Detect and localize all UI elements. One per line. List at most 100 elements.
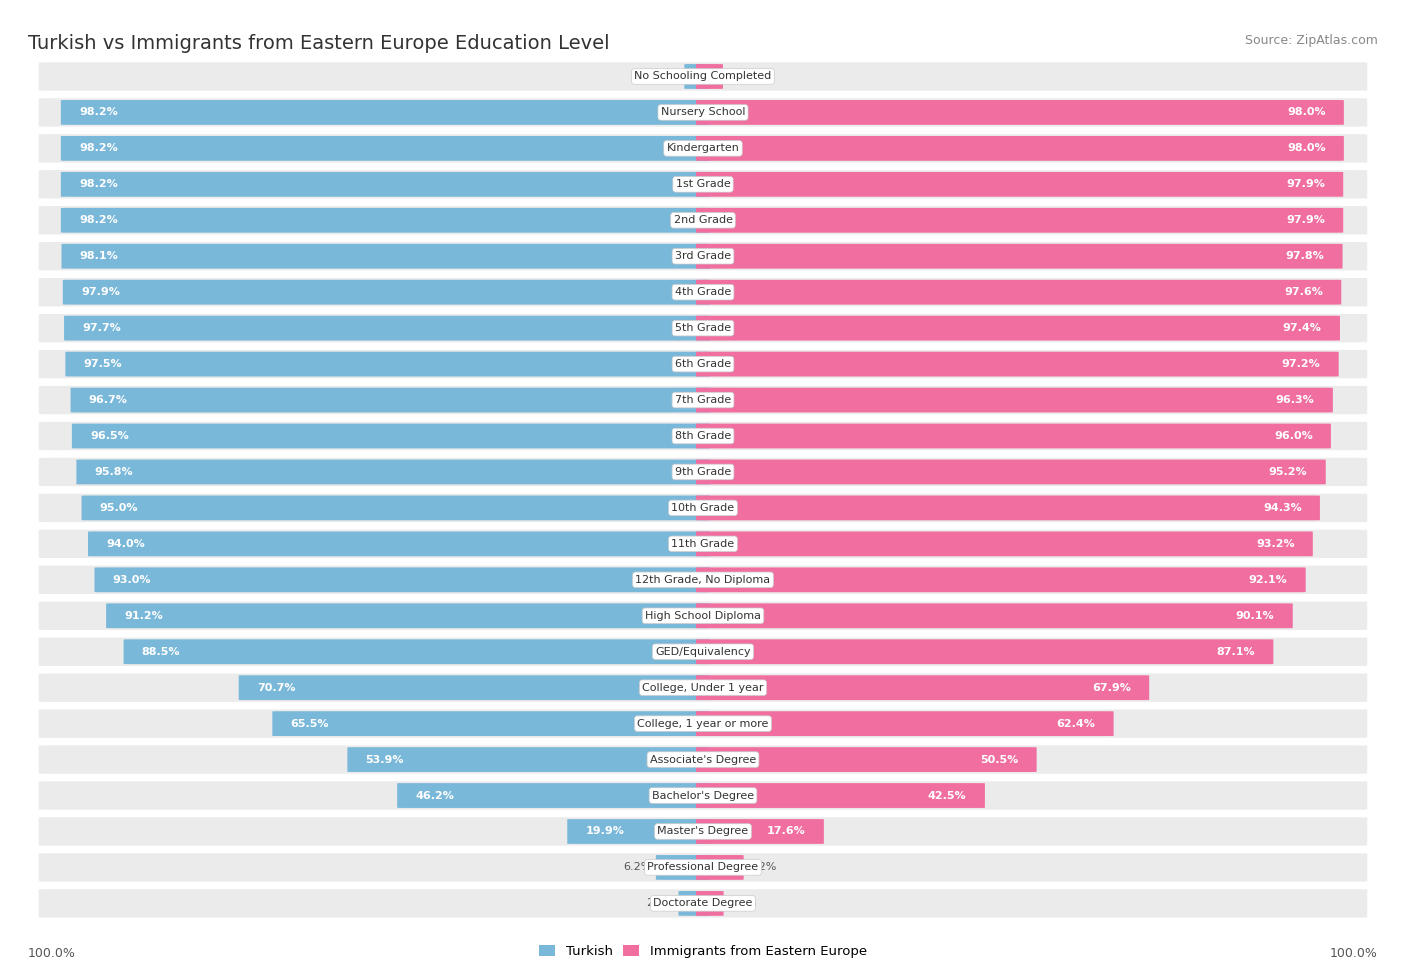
Text: GED/Equivalency: GED/Equivalency	[655, 646, 751, 657]
Text: 97.9%: 97.9%	[1286, 215, 1324, 225]
Text: 97.6%: 97.6%	[1284, 288, 1323, 297]
Text: 88.5%: 88.5%	[142, 646, 180, 657]
Text: 2nd Grade: 2nd Grade	[673, 215, 733, 225]
FancyBboxPatch shape	[696, 388, 1333, 412]
FancyBboxPatch shape	[38, 241, 1368, 271]
Text: 95.2%: 95.2%	[1268, 467, 1308, 477]
FancyBboxPatch shape	[124, 640, 710, 664]
FancyBboxPatch shape	[38, 349, 1368, 379]
Text: 4th Grade: 4th Grade	[675, 288, 731, 297]
FancyBboxPatch shape	[696, 819, 824, 844]
Text: 70.7%: 70.7%	[257, 682, 295, 692]
Text: 96.7%: 96.7%	[89, 395, 128, 405]
FancyBboxPatch shape	[38, 565, 1368, 595]
FancyBboxPatch shape	[38, 313, 1368, 343]
Text: 98.2%: 98.2%	[79, 215, 118, 225]
Text: 98.0%: 98.0%	[1286, 143, 1326, 153]
Text: Master's Degree: Master's Degree	[658, 827, 748, 837]
FancyBboxPatch shape	[70, 388, 710, 412]
Text: 97.7%: 97.7%	[83, 323, 121, 333]
Text: 96.0%: 96.0%	[1274, 431, 1313, 441]
FancyBboxPatch shape	[76, 459, 710, 485]
FancyBboxPatch shape	[696, 64, 723, 89]
FancyBboxPatch shape	[38, 601, 1368, 631]
FancyBboxPatch shape	[38, 637, 1368, 667]
FancyBboxPatch shape	[82, 495, 710, 521]
Text: College, 1 year or more: College, 1 year or more	[637, 719, 769, 728]
Text: 11th Grade: 11th Grade	[672, 539, 734, 549]
Text: High School Diploma: High School Diploma	[645, 610, 761, 621]
FancyBboxPatch shape	[696, 891, 724, 916]
Text: 6.2%: 6.2%	[623, 863, 651, 873]
Text: 97.8%: 97.8%	[1285, 252, 1324, 261]
FancyBboxPatch shape	[38, 421, 1368, 451]
Text: Professional Degree: Professional Degree	[647, 863, 759, 873]
FancyBboxPatch shape	[38, 134, 1368, 164]
Text: 5th Grade: 5th Grade	[675, 323, 731, 333]
FancyBboxPatch shape	[696, 459, 1326, 485]
FancyBboxPatch shape	[685, 64, 710, 89]
FancyBboxPatch shape	[696, 747, 1036, 772]
FancyBboxPatch shape	[696, 136, 1344, 161]
FancyBboxPatch shape	[38, 888, 1368, 918]
FancyBboxPatch shape	[38, 709, 1368, 739]
FancyBboxPatch shape	[696, 531, 1313, 557]
Text: Turkish vs Immigrants from Eastern Europe Education Level: Turkish vs Immigrants from Eastern Europ…	[28, 34, 610, 53]
Text: 3rd Grade: 3rd Grade	[675, 252, 731, 261]
Text: 50.5%: 50.5%	[980, 755, 1018, 764]
Text: 1st Grade: 1st Grade	[676, 179, 730, 189]
FancyBboxPatch shape	[696, 676, 1149, 700]
Text: 5.2%: 5.2%	[748, 863, 776, 873]
Text: 90.1%: 90.1%	[1236, 610, 1274, 621]
Text: 95.8%: 95.8%	[94, 467, 134, 477]
Text: 98.2%: 98.2%	[79, 143, 118, 153]
FancyBboxPatch shape	[38, 781, 1368, 810]
FancyBboxPatch shape	[38, 816, 1368, 846]
FancyBboxPatch shape	[696, 567, 1306, 592]
Text: 6th Grade: 6th Grade	[675, 359, 731, 370]
Text: 7th Grade: 7th Grade	[675, 395, 731, 405]
Text: 12th Grade, No Diploma: 12th Grade, No Diploma	[636, 575, 770, 585]
Text: 87.1%: 87.1%	[1216, 646, 1256, 657]
FancyBboxPatch shape	[60, 172, 710, 197]
FancyBboxPatch shape	[65, 316, 710, 340]
FancyBboxPatch shape	[696, 316, 1340, 340]
Text: 97.2%: 97.2%	[1282, 359, 1320, 370]
FancyBboxPatch shape	[60, 100, 710, 125]
FancyBboxPatch shape	[347, 747, 710, 772]
Text: Kindergarten: Kindergarten	[666, 143, 740, 153]
Text: 96.3%: 96.3%	[1275, 395, 1315, 405]
Text: 93.2%: 93.2%	[1256, 539, 1295, 549]
FancyBboxPatch shape	[38, 277, 1368, 307]
FancyBboxPatch shape	[72, 423, 710, 448]
Text: 98.1%: 98.1%	[80, 252, 118, 261]
Text: 91.2%: 91.2%	[124, 610, 163, 621]
Text: 98.2%: 98.2%	[79, 107, 118, 117]
FancyBboxPatch shape	[273, 711, 710, 736]
Text: 42.5%: 42.5%	[928, 791, 967, 800]
FancyBboxPatch shape	[696, 280, 1341, 304]
Text: 96.5%: 96.5%	[90, 431, 129, 441]
FancyBboxPatch shape	[696, 172, 1343, 197]
Text: 97.9%: 97.9%	[82, 288, 120, 297]
Text: 92.1%: 92.1%	[1249, 575, 1288, 585]
FancyBboxPatch shape	[38, 528, 1368, 559]
FancyBboxPatch shape	[38, 98, 1368, 128]
FancyBboxPatch shape	[239, 676, 710, 700]
FancyBboxPatch shape	[696, 100, 1344, 125]
Text: 97.9%: 97.9%	[1286, 179, 1324, 189]
Text: 94.3%: 94.3%	[1263, 503, 1302, 513]
Text: 65.5%: 65.5%	[291, 719, 329, 728]
FancyBboxPatch shape	[65, 352, 710, 376]
Text: 97.5%: 97.5%	[83, 359, 122, 370]
Text: 100.0%: 100.0%	[28, 947, 76, 960]
FancyBboxPatch shape	[60, 136, 710, 161]
Text: 2.0%: 2.0%	[727, 71, 755, 82]
FancyBboxPatch shape	[38, 457, 1368, 487]
Text: 2.1%: 2.1%	[728, 898, 756, 909]
Text: Bachelor's Degree: Bachelor's Degree	[652, 791, 754, 800]
FancyBboxPatch shape	[696, 783, 984, 808]
FancyBboxPatch shape	[38, 170, 1368, 199]
Text: 19.9%: 19.9%	[585, 827, 624, 837]
FancyBboxPatch shape	[38, 673, 1368, 703]
